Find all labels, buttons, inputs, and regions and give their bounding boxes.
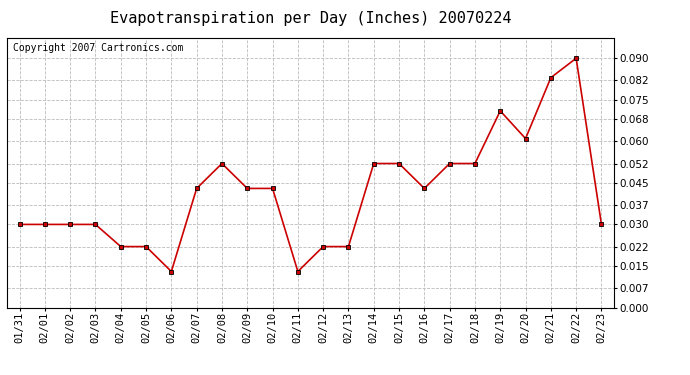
Text: Copyright 2007 Cartronics.com: Copyright 2007 Cartronics.com bbox=[13, 43, 184, 53]
Text: Evapotranspiration per Day (Inches) 20070224: Evapotranspiration per Day (Inches) 2007… bbox=[110, 11, 511, 26]
